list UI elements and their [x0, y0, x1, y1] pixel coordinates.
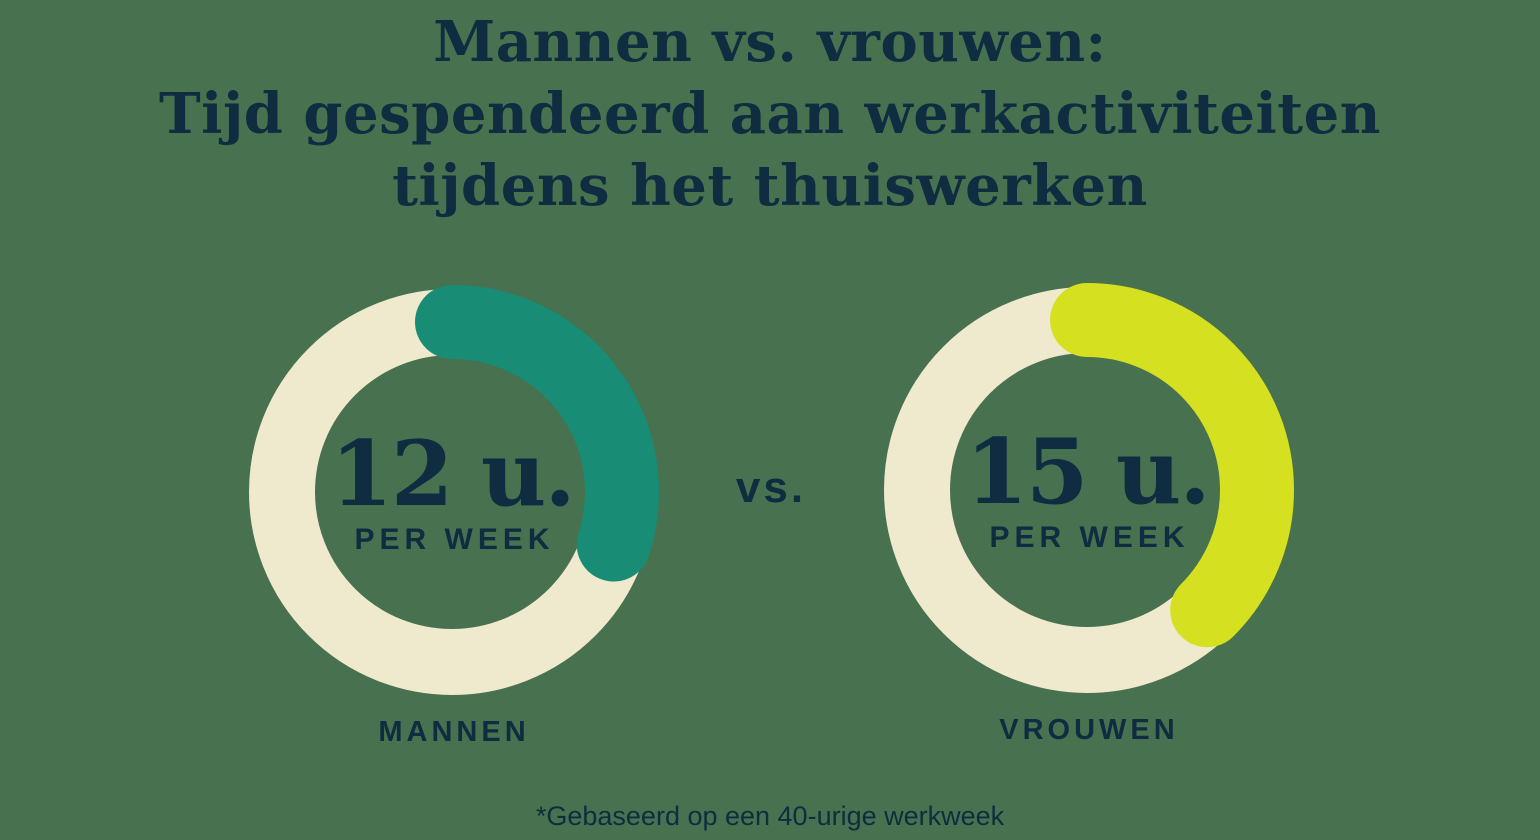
donut-ring-mannen: [245, 285, 659, 699]
footnote: *Gebaseerd op een 40-urige werkweek: [535, 801, 1005, 831]
donut-arc-mannen: [245, 285, 659, 699]
title-line-2: Tijd gespendeerd aan werkactiviteiten: [159, 81, 1381, 147]
donut-value-mannen: 12 u.: [330, 421, 575, 527]
donut-sub-label-mannen: PER WEEK: [354, 523, 555, 556]
donut-chart-vrouwen: 15 u. PER WEEK VROUWEN: [877, 280, 1297, 745]
donut-chart-mannen: 12 u. PER WEEK MANNEN: [242, 282, 662, 747]
title-line-1: Mannen vs. vrouwen:: [433, 9, 1107, 75]
donut-arc-vrouwen: [880, 283, 1294, 697]
donut-caption-vrouwen: VROUWEN: [999, 714, 1179, 746]
versus-label: vs.: [735, 463, 807, 512]
donut-sub-label-vrouwen: PER WEEK: [989, 521, 1190, 554]
title-line-3: tijdens het thuiswerken: [392, 153, 1148, 219]
donut-caption-mannen: MANNEN: [378, 716, 530, 748]
donut-center-text-mannen: 12 u. PER WEEK: [242, 282, 662, 702]
page-title: Mannen vs. vrouwen: Tijd gespendeerd aan…: [0, 6, 1540, 222]
donut-center-text-vrouwen: 15 u. PER WEEK: [877, 280, 1297, 700]
donut-ring-vrouwen: [880, 283, 1294, 697]
donut-value-vrouwen: 15 u.: [965, 419, 1210, 525]
